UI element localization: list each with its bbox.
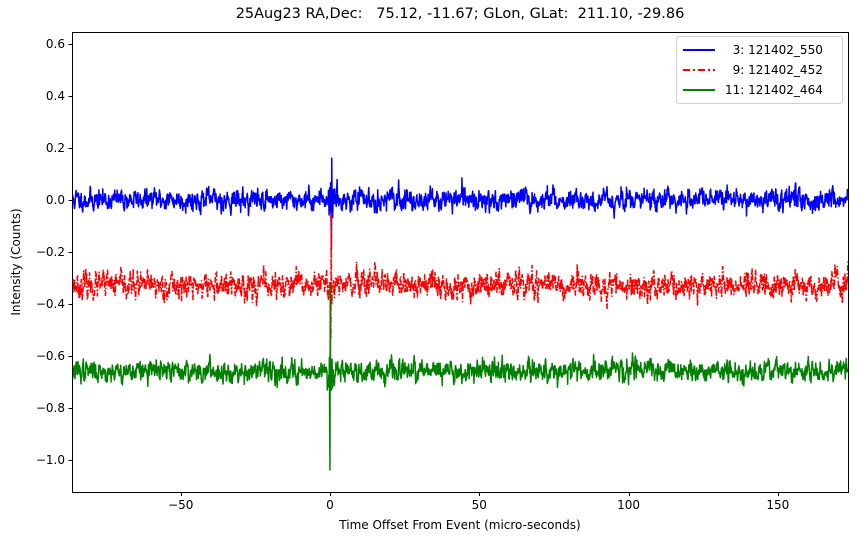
y-tick-label: −0.2 — [35, 244, 65, 259]
legend-label: 11: 121402_464 — [725, 83, 823, 97]
axes-frame — [72, 32, 849, 493]
y-tick-label: 0.0 — [45, 192, 65, 207]
series-line — [72, 157, 848, 250]
y-tick-label: −0.6 — [35, 348, 65, 363]
y-tick-label: −0.4 — [35, 296, 65, 311]
legend-item: 9: 121402_452 — [683, 60, 823, 80]
solid-line-swatch-icon — [683, 89, 715, 91]
solid-line-swatch-icon — [683, 49, 715, 51]
legend-item: 11: 121402_464 — [683, 80, 823, 100]
x-tick-label: 100 — [617, 498, 640, 512]
axis-ticks — [68, 44, 779, 496]
y-axis-label: Intensity (Counts) — [9, 208, 23, 316]
legend-label: 3: 121402_550 — [725, 43, 823, 57]
y-tick-label: 0.6 — [45, 36, 65, 51]
legend: 3: 121402_550 9: 121402_452 11: 121402_4… — [676, 36, 843, 104]
legend-label: 9: 121402_452 — [725, 63, 823, 77]
y-tick-label: −0.8 — [35, 400, 65, 415]
x-axis-label: Time Offset From Event (micro-seconds) — [339, 518, 581, 532]
x-tick-label: 50 — [471, 498, 487, 512]
series-line — [72, 284, 848, 471]
y-tick-label: −1.0 — [35, 452, 65, 467]
y-tick-label: 0.2 — [45, 140, 65, 155]
x-tick-label: 150 — [766, 498, 790, 512]
y-tick-label: 0.4 — [45, 88, 65, 103]
dashdot-line-swatch-icon — [683, 69, 715, 71]
series-line — [72, 212, 848, 339]
plot-lines — [72, 157, 848, 471]
x-tick-label: 0 — [326, 498, 334, 512]
chart-title: 25Aug23 RA,Dec: 75.12, -11.67; GLon, GLa… — [235, 6, 685, 22]
x-tick-label: −50 — [168, 498, 194, 512]
legend-item: 3: 121402_550 — [683, 40, 823, 60]
